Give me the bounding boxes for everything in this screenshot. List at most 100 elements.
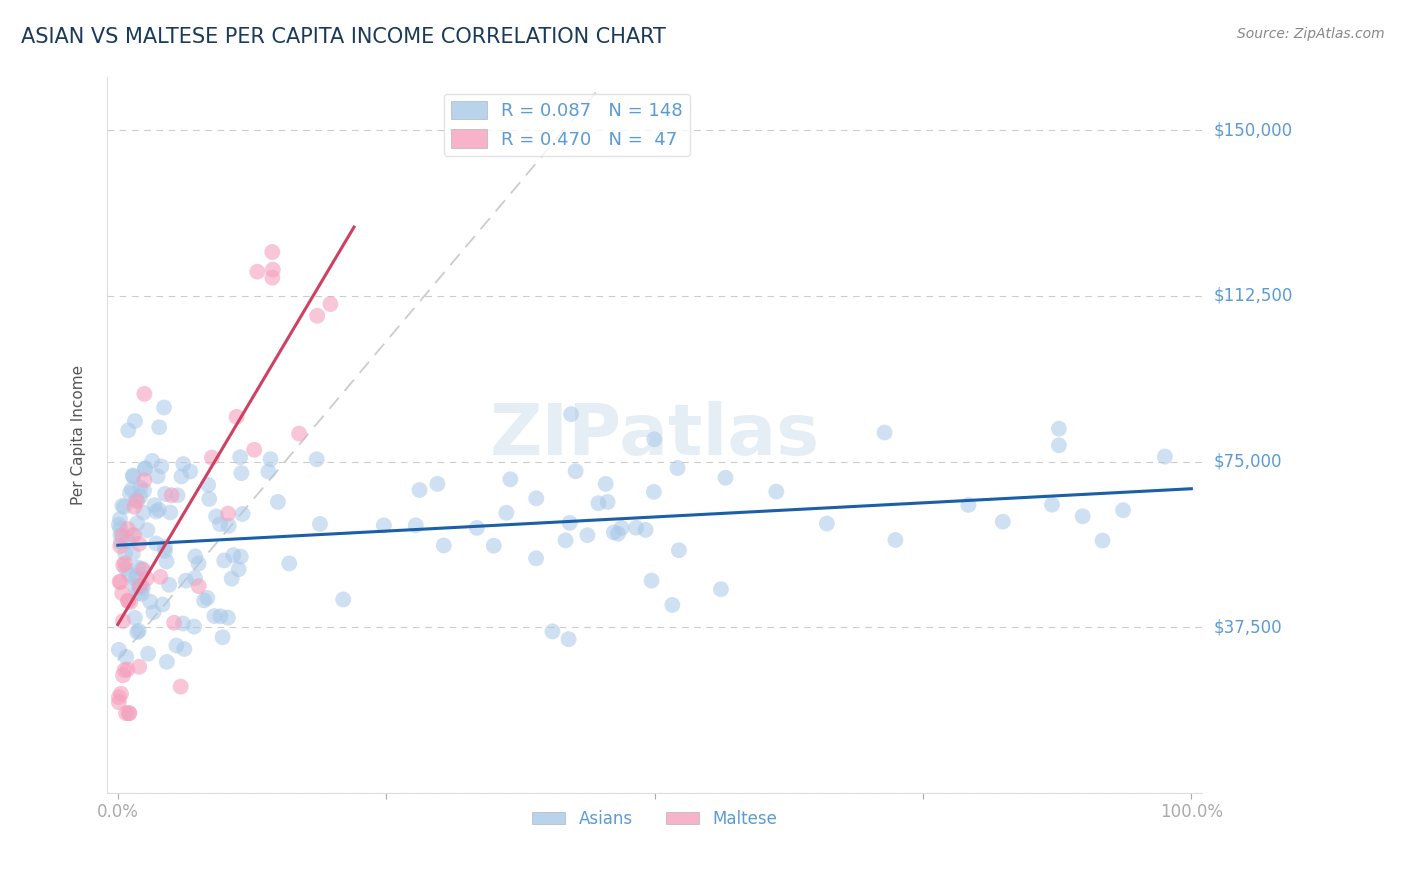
Point (765, 484, 787, 499)
Point (145, 504, 167, 518)
Point (426, 476, 449, 491)
Point (125, 569, 148, 583)
Point (155, 554, 177, 568)
Point (172, 457, 194, 471)
Point (128, 537, 150, 551)
Point (259, 452, 281, 467)
Point (153, 540, 176, 554)
Point (163, 615, 186, 630)
Point (112, 500, 135, 514)
Point (183, 619, 205, 633)
Text: $112,500: $112,500 (1213, 287, 1292, 305)
Point (115, 650, 138, 665)
Point (134, 462, 156, 476)
Point (179, 465, 201, 479)
Point (110, 574, 132, 589)
Point (124, 580, 146, 594)
Point (132, 506, 155, 520)
Point (111, 528, 134, 542)
Point (124, 500, 146, 514)
Text: ASIAN VS MALTESE PER CAPITA INCOME CORRELATION CHART: ASIAN VS MALTESE PER CAPITA INCOME CORRE… (21, 27, 666, 46)
Point (595, 476, 617, 491)
Point (184, 549, 207, 564)
Point (121, 546, 143, 560)
Point (128, 578, 150, 592)
Point (554, 533, 576, 548)
Point (624, 521, 647, 535)
Point (332, 592, 354, 607)
Point (262, 270, 284, 285)
Point (640, 574, 662, 588)
Point (184, 571, 207, 585)
Point (118, 706, 141, 721)
Point (187, 557, 209, 571)
Point (174, 574, 197, 588)
Point (319, 297, 342, 311)
Point (1154, 450, 1177, 464)
Point (153, 544, 176, 558)
Point (1112, 503, 1135, 517)
Point (288, 426, 311, 441)
Point (121, 468, 143, 483)
Point (118, 486, 141, 500)
Point (229, 549, 252, 564)
Point (465, 521, 488, 535)
Point (558, 516, 581, 530)
Point (108, 642, 131, 657)
Point (108, 512, 131, 526)
Point (218, 518, 240, 533)
Point (124, 414, 146, 428)
Point (114, 546, 136, 560)
Point (588, 496, 610, 510)
Point (408, 483, 430, 497)
Point (433, 538, 456, 552)
Point (115, 706, 138, 721)
Text: $37,500: $37,500 (1213, 618, 1282, 636)
Point (153, 487, 176, 501)
Point (228, 562, 250, 576)
Point (150, 459, 173, 474)
Point (1040, 498, 1063, 512)
Point (157, 578, 180, 592)
Point (127, 560, 149, 574)
Point (661, 598, 683, 612)
Point (124, 611, 146, 625)
Point (596, 495, 619, 509)
Point (142, 605, 165, 619)
Point (111, 586, 134, 600)
Point (541, 624, 564, 639)
Point (152, 598, 174, 612)
Point (610, 521, 633, 535)
Point (143, 498, 166, 512)
Point (110, 539, 132, 553)
Point (108, 695, 131, 709)
Point (607, 526, 630, 541)
Point (495, 506, 517, 520)
Point (122, 528, 145, 542)
Point (114, 561, 136, 575)
Point (1047, 422, 1070, 436)
Point (524, 491, 547, 506)
Point (524, 551, 547, 566)
Point (129, 490, 152, 504)
Point (873, 425, 896, 440)
Point (117, 663, 139, 677)
Point (643, 484, 665, 499)
Point (307, 309, 329, 323)
Point (1047, 438, 1070, 452)
Point (145, 536, 167, 550)
Point (482, 539, 505, 553)
Point (560, 407, 582, 421)
Point (1071, 509, 1094, 524)
Point (668, 543, 690, 558)
Point (125, 493, 148, 508)
Point (111, 668, 134, 682)
Point (170, 469, 193, 483)
Point (643, 433, 665, 447)
Point (991, 515, 1014, 529)
Point (557, 632, 579, 647)
Point (110, 535, 132, 549)
Point (201, 450, 224, 465)
Point (222, 548, 245, 562)
Point (117, 522, 139, 536)
